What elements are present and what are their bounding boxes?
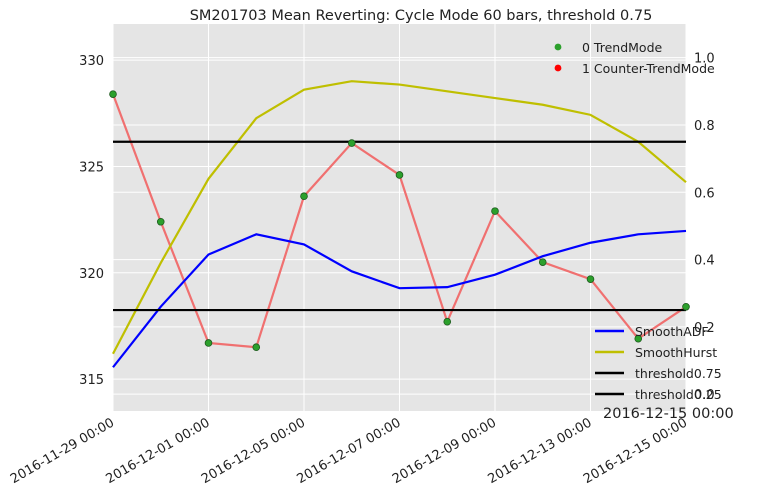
- mode-marker: [491, 207, 499, 215]
- series-markers: [109, 90, 690, 352]
- right-tick-label: 0.4: [694, 254, 715, 269]
- mode-marker: [300, 192, 308, 201]
- right-tick-label: 0.0: [694, 388, 715, 403]
- legend-marker: [554, 43, 562, 51]
- x-tick-label: 2016-12-13 00:00: [486, 415, 595, 487]
- legend-label: SmoothHurst: [635, 345, 717, 360]
- legend-label: 1 Counter-TrendMode: [582, 61, 715, 76]
- legend-label: SmoothADF: [635, 324, 709, 339]
- x-tick-label: 2016-12-15 00:00: [581, 415, 690, 487]
- right-tick-label: 0.8: [694, 119, 715, 134]
- legend-label: threshold0.25: [635, 387, 722, 402]
- mode-marker: [634, 334, 643, 343]
- series-line-smoothhurst: [112, 80, 687, 355]
- left-tick-label: 330: [79, 54, 104, 69]
- right-tick-label: 0.2: [694, 321, 715, 336]
- mode-marker: [395, 171, 404, 179]
- mode-marker: [538, 258, 547, 266]
- series-line-smoothadf: [112, 229, 687, 368]
- marker-legend: 0 TrendMode 1 Counter-TrendMode: [554, 40, 715, 76]
- left-tick-label: 320: [79, 267, 104, 282]
- mode-marker: [347, 139, 356, 147]
- legend-label: 0 TrendMode: [582, 40, 663, 55]
- legend-marker: [554, 64, 562, 72]
- left-tick-label: 315: [79, 373, 104, 388]
- mode-marker: [586, 275, 595, 283]
- mode-marker: [204, 339, 213, 347]
- right-tick-label: 0.6: [694, 186, 715, 201]
- annotation-date: 2016-12-15 00:00: [603, 406, 734, 422]
- x-tick-label: 2016-12-07 00:00: [295, 415, 404, 487]
- right-axis: 0.0 0.2 0.4 0.6 0.8 1.0: [694, 52, 715, 404]
- mode-marker: [156, 217, 165, 226]
- mode-marker: [252, 343, 261, 352]
- grid: [112, 24, 687, 411]
- left-tick-label: 325: [79, 160, 104, 175]
- line-legend: SmoothADF SmoothHurst threshold0.75 thresho…: [595, 324, 722, 402]
- x-tick-label: 2016-11-29 00:00: [8, 415, 117, 487]
- mode-marker: [109, 90, 117, 98]
- x-tick-label: 2016-12-01 00:00: [104, 415, 213, 487]
- x-tick-label: 2016-12-05 00:00: [199, 415, 308, 487]
- legend-label: threshold0.75: [635, 366, 722, 381]
- chart-title: SM201703 Mean Reverting: Cycle Mode 60 b…: [190, 8, 653, 24]
- mode-marker: [443, 317, 452, 326]
- right-tick-label: 1.0: [694, 52, 715, 67]
- left-axis: 315 320 325 330: [79, 54, 104, 388]
- x-tick-label: 2016-12-09 00:00: [390, 415, 499, 487]
- mode-marker: [682, 303, 690, 311]
